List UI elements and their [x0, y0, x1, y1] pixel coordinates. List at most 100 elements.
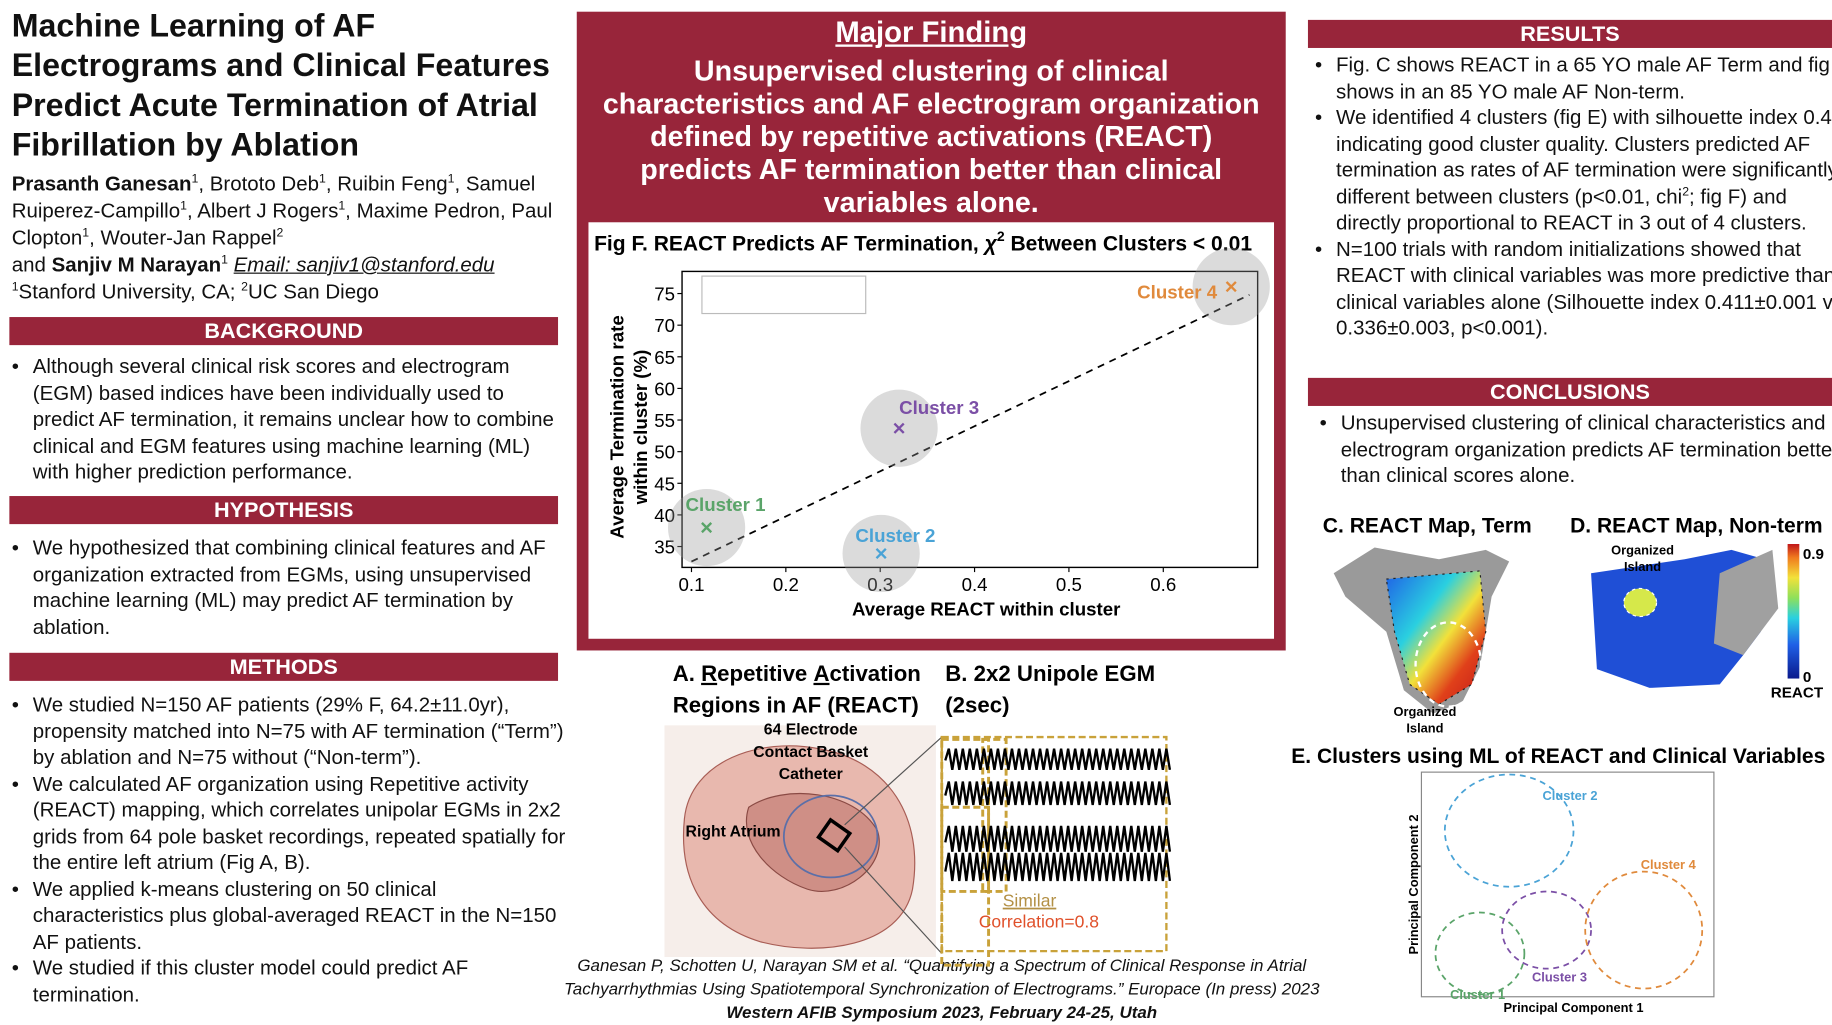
- sep: ,: [186, 198, 193, 223]
- sep: ,: [89, 225, 95, 250]
- bullet: We hypothesized that combining clinical …: [12, 535, 562, 640]
- affil-mark: 2: [241, 279, 249, 294]
- bullet-part: We identified 4 clusters (fig E) with si…: [1336, 105, 1832, 208]
- author-name: Paul Clopton: [11, 198, 553, 250]
- citation-text: Ganesan P, Schotten U, Narayan SM et al.…: [563, 956, 1320, 1000]
- x-tick-label: 0.3: [867, 574, 893, 595]
- author-name: Sanjiv M Narayan: [51, 252, 222, 277]
- basket: [782, 794, 879, 879]
- citation: Ganesan P, Schotten U, Narayan SM et al.…: [515, 955, 1369, 1025]
- section-heading: BACKGROUND: [9, 317, 559, 346]
- fig-a-title: A. Repetitive Activation: [673, 661, 921, 686]
- colorbar-max: 0.9: [1803, 546, 1824, 563]
- cluster-outline: [1434, 911, 1526, 996]
- zoom-line: [844, 846, 943, 954]
- bullet-part: N=100 trials with random initializations…: [1336, 236, 1832, 340]
- fig-f-title: Fig F. REACT Predicts AF Termination, χ2…: [594, 228, 1252, 255]
- affil-mark: 1: [82, 225, 90, 241]
- atrium: [745, 792, 880, 892]
- t: Island: [1624, 559, 1661, 574]
- egm-traces: [940, 735, 1172, 967]
- bullet-part: Fig. C shows REACT in a 65 YO male AF Te…: [1336, 52, 1832, 103]
- sep: ,: [454, 171, 461, 196]
- bullet-list: We hypothesized that combining clinical …: [12, 535, 562, 640]
- point-label: Cluster 3: [899, 397, 979, 418]
- cluster-outline: [1443, 773, 1575, 888]
- bullet-list: Fig. C shows REACT in a 65 YO male AF Te…: [1315, 51, 1832, 341]
- affil-mark: 1: [318, 172, 326, 187]
- author-name: Ruibin Feng: [337, 171, 448, 196]
- right-atrium-label: Right Atrium: [686, 823, 781, 840]
- bullet-part: 2: [1682, 184, 1690, 199]
- y-axis-label: Principal Component 2: [1406, 814, 1421, 954]
- sep: ,: [198, 171, 205, 196]
- author-name: Brototo Deb: [209, 171, 319, 196]
- y-tick-label: 35: [654, 537, 675, 558]
- and: and: [11, 252, 46, 277]
- major-heading: Major Finding: [835, 16, 1028, 50]
- author-name: Samuel Ruiperez-Campillo: [11, 171, 536, 223]
- bullet-list: Unsupervised clustering of clinical char…: [1320, 409, 1832, 488]
- sep: ,: [345, 198, 351, 223]
- t: A: [813, 661, 829, 686]
- y-tick-label: 55: [654, 410, 675, 431]
- y-tick-label: 40: [654, 505, 675, 526]
- t: Organized: [1393, 704, 1456, 719]
- point: [875, 547, 887, 559]
- title-part: χ: [983, 232, 998, 255]
- authors: Prasanth Ganesan1, Brototo Deb1, Ruibin …: [12, 171, 562, 306]
- legend-box: [701, 275, 867, 315]
- zoom-line: [844, 736, 943, 826]
- t: R: [701, 661, 717, 686]
- title-part: Fig F. REACT Predicts AF Termination,: [594, 232, 985, 255]
- egm-trace: [944, 748, 1172, 770]
- cluster-label: Cluster 4: [1641, 857, 1697, 872]
- point: [1225, 281, 1237, 293]
- y-label-line: Average Termination rate: [607, 315, 628, 538]
- major-text: Unsupervised clustering of clinical char…: [602, 56, 1260, 219]
- bullet: We applied k-means clustering on 50 clin…: [12, 876, 571, 955]
- plot-frame: [1420, 771, 1715, 998]
- author-name: Maxime Pedron: [356, 198, 500, 223]
- cluster-label: Cluster 2: [1542, 788, 1597, 803]
- fig-d-title: D. REACT Map, Non-term: [1570, 514, 1823, 537]
- bullet: Although several clinical risk scores an…: [12, 353, 562, 485]
- sep: ,: [325, 171, 332, 196]
- fig-b-title: (2sec): [945, 692, 1009, 717]
- island-outline: [1414, 621, 1483, 708]
- point-label: Cluster 1: [686, 494, 766, 515]
- y-axis-label: Average Termination rate within cluster (…: [607, 315, 651, 538]
- section-heading: METHODS: [9, 652, 559, 681]
- point: [893, 422, 905, 434]
- affil-mark: 1: [447, 172, 455, 187]
- bullet: N=100 trials with random initializations…: [1315, 236, 1832, 341]
- t: 64 Electrode: [764, 722, 858, 739]
- bullet: We studied N=150 AF patients (29% F, 64.…: [12, 691, 571, 770]
- bullet: Unsupervised clustering of clinical char…: [1320, 409, 1832, 488]
- cluster-label: Cluster 3: [1532, 970, 1587, 985]
- point-label: Cluster 4: [1137, 281, 1218, 302]
- correlation-label: Correlation=0.8: [979, 912, 1099, 932]
- bullet: We identified 4 clusters (fig E) with si…: [1315, 104, 1832, 236]
- fig-a-b: A. Repetitive Activation Regions in AF (…: [664, 661, 1172, 967]
- bullet-list: Although several clinical risk scores an…: [12, 353, 562, 485]
- similar-label: Similar: [1003, 891, 1057, 911]
- cluster-label: Cluster 1: [1450, 987, 1505, 1002]
- trend-line: [691, 294, 1250, 563]
- affil-mark: 1: [221, 252, 228, 267]
- x-axis-label: Average REACT within cluster: [852, 598, 1120, 619]
- point: [701, 522, 713, 534]
- y-tick-label: 50: [654, 442, 675, 463]
- point-label: Cluster 2: [855, 525, 935, 546]
- t: Catheter: [779, 766, 843, 783]
- x-tick-label: 0.5: [1056, 574, 1082, 595]
- bullet: Fig. C shows REACT in a 65 YO male AF Te…: [1315, 51, 1832, 104]
- affil-mark: 2: [276, 225, 284, 241]
- affiliation: Stanford University, CA;: [18, 279, 242, 304]
- colorbar-label: REACT: [1771, 684, 1824, 701]
- email: Email: sanjiv1@stanford.edu: [233, 252, 495, 277]
- affil-mark: 1: [11, 279, 19, 294]
- bullet-part: ; fig F) and directly proportional to RE…: [1336, 184, 1807, 234]
